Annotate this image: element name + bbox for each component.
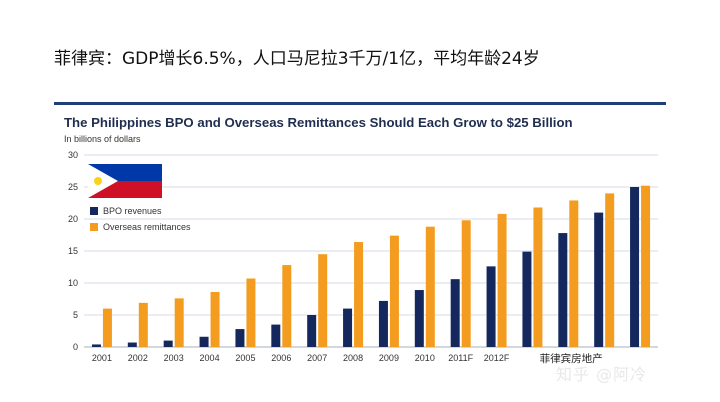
bar-remittances xyxy=(389,235,399,347)
bar-bpo xyxy=(343,308,353,347)
flag-sun xyxy=(94,177,102,185)
bar-remittances xyxy=(533,207,543,347)
bar-bpo xyxy=(558,233,568,347)
bar-remittances xyxy=(282,265,292,347)
y-tick-label: 15 xyxy=(68,246,78,256)
y-tick-label: 10 xyxy=(68,278,78,288)
x-tick-label: 2001 xyxy=(92,353,112,363)
bar-remittances xyxy=(641,185,651,347)
bar-remittances xyxy=(497,213,507,347)
y-tick-label: 25 xyxy=(68,182,78,192)
chart-unit-label: In billions of dollars xyxy=(64,134,141,144)
x-tick-label: 2008 xyxy=(343,353,363,363)
bar-remittances xyxy=(461,220,471,347)
bar-remittances xyxy=(605,193,615,347)
bar-remittances xyxy=(569,200,579,347)
bar-bpo xyxy=(307,315,317,347)
bar-bpo xyxy=(91,344,101,347)
x-tick-label: 2007 xyxy=(307,353,327,363)
bar-remittances xyxy=(102,308,112,347)
bar-bpo xyxy=(486,266,496,347)
bar-bpo xyxy=(450,279,460,347)
chart-panel: 0 5 10 15 20 25 30 2001 2002 2003 2004 2005 2006 200… xyxy=(54,102,666,375)
legend-swatch-bpo xyxy=(90,207,98,215)
bar-remittances xyxy=(210,291,220,347)
x-tick-label: 2011F xyxy=(448,353,473,363)
bar-remittances xyxy=(138,302,148,347)
bar-bpo xyxy=(127,342,137,347)
chart-title: The Philippines BPO and Overseas Remitta… xyxy=(64,115,573,130)
x-tick-label: 2012F xyxy=(484,353,510,363)
bar-bpo xyxy=(414,290,424,347)
x-tick-labels: 2001 2002 2003 2004 2005 2006 2007 2008 2009 2010… xyxy=(92,352,603,365)
bar-bpo xyxy=(199,336,209,347)
watermark: 知乎 @阿冷 xyxy=(556,365,648,384)
x-tick-label: 2006 xyxy=(271,353,291,363)
bar-bpo xyxy=(271,324,281,347)
bar-bpo xyxy=(235,329,245,347)
bar-remittances xyxy=(174,298,184,347)
x-tick-label: 2002 xyxy=(128,353,148,363)
y-tick-label: 20 xyxy=(68,214,78,224)
bar-bpo xyxy=(594,212,604,347)
y-tick-labels: 0 5 10 15 20 25 30 xyxy=(68,150,78,352)
y-tick-label: 5 xyxy=(73,310,78,320)
legend: BPO revenues Overseas remittances xyxy=(90,206,191,232)
x-tick-label: 2009 xyxy=(379,353,399,363)
bar-remittances xyxy=(354,242,364,347)
x-tick-label: 2003 xyxy=(164,353,184,363)
bar-bpo xyxy=(630,187,640,347)
philippines-flag-icon xyxy=(88,164,162,198)
legend-label-bpo: BPO revenues xyxy=(103,206,162,216)
legend-swatch-remittances xyxy=(90,223,98,231)
bar-bpo xyxy=(163,340,173,347)
y-tick-label: 0 xyxy=(73,342,78,352)
slide-title: 菲律宾：GDP增长6.5%，人口马尼拉3千万/1亿，平均年龄24岁 xyxy=(54,49,540,69)
source-overlay-label: 菲律宾房地产 xyxy=(540,352,603,365)
bar-bpo xyxy=(522,251,532,347)
flag-white-triangle xyxy=(88,164,118,198)
x-tick-label: 2010 xyxy=(415,353,435,363)
bars xyxy=(91,185,651,347)
x-tick-label: 2005 xyxy=(235,353,255,363)
bar-remittances xyxy=(425,226,435,347)
y-tick-label: 30 xyxy=(68,150,78,160)
legend-label-remittances: Overseas remittances xyxy=(103,222,191,232)
bar-remittances xyxy=(318,254,328,347)
bar-bpo xyxy=(378,300,388,347)
bar-remittances xyxy=(246,278,256,347)
x-tick-label: 2004 xyxy=(200,353,220,363)
